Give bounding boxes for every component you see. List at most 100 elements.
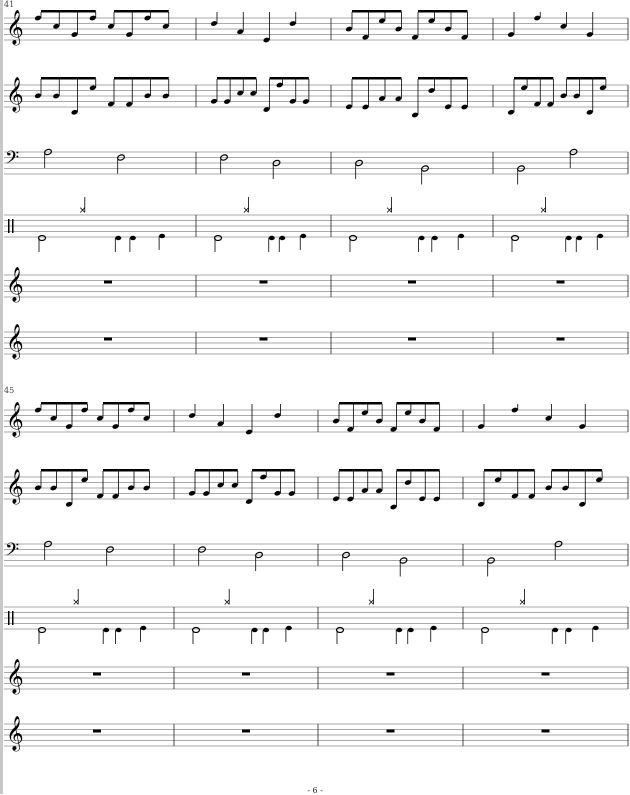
note-head <box>433 496 440 502</box>
note-head <box>376 418 383 424</box>
note-head <box>50 415 57 421</box>
note-head <box>300 233 307 239</box>
note-head <box>162 23 169 29</box>
note-head <box>560 23 567 29</box>
note-head <box>586 109 593 115</box>
note-head <box>407 627 414 633</box>
page-edge <box>0 0 3 794</box>
note-head <box>210 98 218 104</box>
note-head <box>347 426 354 432</box>
note-head <box>188 413 196 418</box>
note-head <box>390 504 397 510</box>
page-number: - 6 - <box>307 786 323 795</box>
whole-rest <box>259 337 268 341</box>
note-head <box>112 493 119 499</box>
note-head <box>419 418 426 424</box>
whole-rest <box>541 672 550 676</box>
beam <box>252 469 295 472</box>
note-head <box>159 233 166 239</box>
note-head <box>96 493 104 499</box>
note-head <box>115 627 122 633</box>
beam <box>41 10 96 13</box>
note-head <box>217 421 224 427</box>
percussion-clef-icon <box>8 611 10 625</box>
note-head <box>162 93 169 99</box>
note-head <box>596 477 603 483</box>
beam <box>484 469 535 472</box>
treble-clef-icon: 𝄞 <box>6 469 24 505</box>
treble-clef-icon: 𝄞 <box>6 77 24 113</box>
whole-rest <box>242 672 250 676</box>
note-head <box>65 424 73 429</box>
beam <box>418 77 468 80</box>
note-head <box>507 32 515 37</box>
half-note-head <box>37 234 47 242</box>
beam <box>269 77 309 80</box>
note-head <box>395 26 402 32</box>
note-head <box>347 496 354 502</box>
whole-rest <box>386 672 395 676</box>
note-head <box>560 93 567 99</box>
beam <box>352 77 402 80</box>
note-head <box>274 413 281 418</box>
note-head <box>34 407 42 413</box>
note-head <box>143 415 150 421</box>
note-head <box>34 15 42 21</box>
note-head <box>89 15 96 21</box>
note-head <box>599 85 606 91</box>
beam <box>195 469 238 472</box>
note-head <box>188 490 196 496</box>
bass-clef-icon: 𝄢 <box>5 148 19 173</box>
measure-number: 41 <box>4 0 15 9</box>
note-head <box>361 488 368 493</box>
note-head <box>289 98 296 104</box>
beam <box>418 10 468 13</box>
note-head <box>592 625 599 631</box>
cymbal-note: × <box>72 598 80 608</box>
note-head <box>89 85 96 91</box>
note-head <box>237 90 244 96</box>
note-head <box>250 90 257 96</box>
beam <box>566 77 606 80</box>
note-head <box>428 18 435 24</box>
half-note-head <box>213 234 223 242</box>
beam <box>514 77 554 80</box>
beam <box>103 402 150 405</box>
note-head <box>288 491 295 496</box>
note-head <box>579 424 586 429</box>
beam <box>396 402 440 405</box>
half-note-head <box>480 626 490 634</box>
beam <box>352 10 402 13</box>
note-head <box>112 424 119 429</box>
whole-rest <box>93 729 101 733</box>
bass-clef-icon: 𝄢 <box>5 540 19 565</box>
note-head <box>81 477 88 483</box>
measure-number: 45 <box>4 386 15 395</box>
note-head <box>586 32 593 37</box>
note-head <box>461 34 468 40</box>
note-head <box>268 235 275 241</box>
note-head <box>251 627 258 633</box>
note-head <box>376 488 383 494</box>
whole-rest <box>408 337 416 341</box>
note-head <box>96 415 104 421</box>
beam <box>41 402 88 405</box>
note-head <box>127 407 135 413</box>
note-head <box>302 99 309 104</box>
cymbal-note: × <box>368 598 376 608</box>
note-head <box>332 496 340 502</box>
note-head <box>597 233 604 239</box>
whole-rest <box>541 729 550 733</box>
note-head <box>511 493 518 499</box>
half-note-head <box>37 626 47 634</box>
note-head <box>245 429 253 435</box>
note-head <box>144 93 151 99</box>
note-head <box>34 485 42 491</box>
note-head <box>332 418 340 424</box>
beam <box>114 77 169 80</box>
note-head <box>411 34 419 40</box>
note-head <box>263 37 270 43</box>
treble-clef-icon: 𝄞 <box>6 267 24 303</box>
note-head <box>65 501 73 507</box>
